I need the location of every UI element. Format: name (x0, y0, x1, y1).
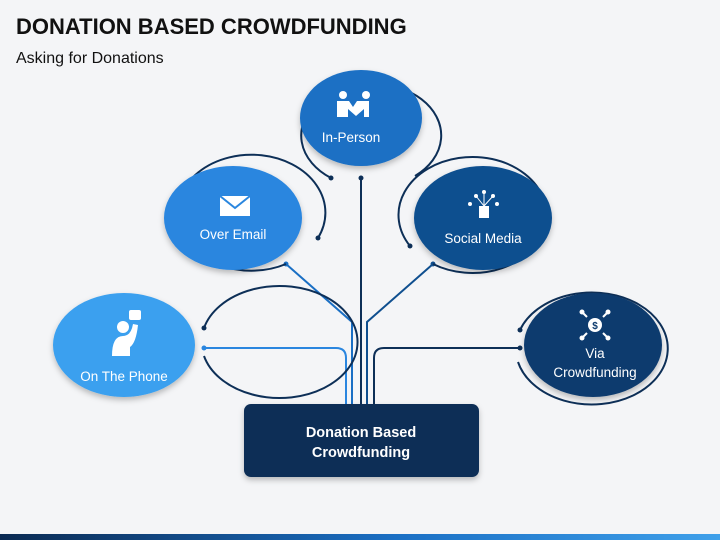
node-label: Social Media (444, 231, 522, 246)
envelope-icon (219, 195, 251, 216)
node-on-the-phone: On The Phone (53, 285, 359, 399)
node-label: In-Person (322, 130, 381, 145)
node-over-email: Over Email (164, 153, 327, 272)
node-circle (524, 293, 662, 397)
node-via-crowdfunding: $ Via Crowdfunding (517, 291, 669, 406)
center-label-line2: Crowdfunding (312, 445, 410, 461)
center-label-line1: Donation Based (306, 425, 416, 441)
social-network-icon (468, 190, 499, 218)
center-box: Donation Based Crowdfunding (244, 404, 479, 477)
slide-subtitle: Asking for Donations (16, 50, 164, 67)
person-chat-icon (112, 310, 141, 356)
node-social-media: Social Media (397, 155, 552, 274)
node-in-person: In-Person (300, 70, 443, 181)
node-circle (164, 166, 302, 270)
bottom-accent-bar (0, 534, 720, 540)
node-label: On The Phone (80, 369, 168, 384)
connector-social-media (366, 263, 434, 404)
node-label-line2: Crowdfunding (553, 365, 636, 380)
connector-over-email (285, 263, 353, 404)
connector-on-the-phone (204, 347, 347, 404)
node-label: Over Email (200, 227, 267, 242)
svg-text:$: $ (592, 321, 598, 332)
outer-ring (517, 291, 669, 406)
connector-via-crowdfunding (373, 347, 520, 404)
slide-title: DONATION BASED CROWDFUNDING (16, 14, 407, 39)
node-label-line1: Via (585, 346, 605, 361)
outer-ring (203, 285, 359, 399)
outer-ring (397, 155, 548, 274)
node-circle (300, 70, 422, 166)
money-network-icon: $ (579, 309, 611, 341)
handshake-people-icon (337, 91, 370, 117)
